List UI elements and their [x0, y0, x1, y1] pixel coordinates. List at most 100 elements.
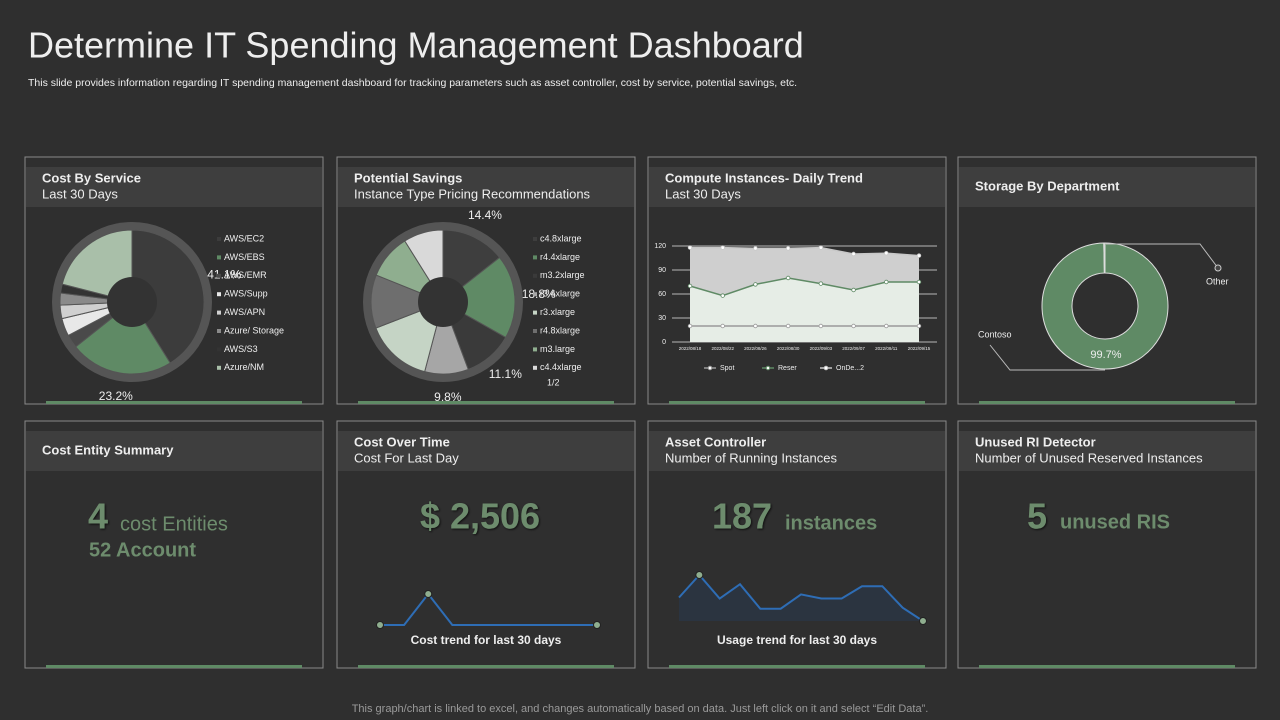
legend-swatch	[533, 292, 537, 297]
card-subtitle: Last 30 Days	[665, 186, 741, 201]
series-line	[690, 246, 920, 257]
legend-swatch	[533, 347, 537, 352]
series-point	[818, 323, 824, 329]
series-point	[916, 253, 922, 258]
series-point	[785, 323, 791, 329]
y-tick-label: 90	[658, 267, 666, 274]
card-title: Unused RI Detector	[975, 434, 1096, 449]
card-accent	[669, 665, 925, 668]
legend-marker	[707, 365, 713, 371]
series-point	[785, 246, 791, 251]
card-title: Potential Savings	[354, 170, 462, 185]
donut-label: Contoso	[978, 329, 1012, 339]
legend-label: r4.8xlarge	[540, 325, 580, 335]
series-point	[884, 279, 889, 285]
y-tick-label: 30	[658, 315, 666, 322]
series-point	[753, 246, 758, 251]
card-subtitle: Cost For Last Day	[354, 450, 459, 465]
x-tick-label: 2022/09/03	[810, 346, 833, 351]
series-point	[884, 250, 889, 256]
card-accent	[46, 401, 302, 404]
series-point	[687, 283, 693, 289]
legend-swatch	[217, 365, 221, 370]
series-point	[720, 245, 725, 250]
card-subtitle: Number of Running Instances	[665, 450, 837, 465]
spark-point	[593, 621, 601, 629]
leader-line	[989, 344, 1105, 371]
series-point	[818, 281, 824, 286]
spark-point	[376, 621, 384, 629]
series-line	[689, 277, 919, 297]
stat-value: $ 2,506	[420, 496, 540, 537]
card-header	[649, 167, 945, 207]
series-point	[851, 251, 856, 257]
series-point	[753, 323, 758, 329]
series-point	[687, 323, 693, 329]
stat-line: 52 Account	[89, 539, 196, 561]
slice-label: 23.2%	[99, 389, 133, 403]
card-header	[959, 167, 1255, 207]
legend-swatch	[217, 273, 221, 278]
legend-label: AWS/EBS	[224, 252, 265, 262]
card-accent	[979, 665, 1235, 668]
spark-point	[919, 617, 927, 625]
pie-slice	[61, 229, 133, 303]
donut-slice	[1041, 242, 1169, 370]
card-title: Cost Entity Summary	[42, 442, 174, 457]
slice-label: 9.8%	[434, 390, 462, 404]
legend-swatch	[217, 347, 221, 352]
slice-label: 11.1%	[489, 367, 522, 381]
stat-value: 4	[88, 496, 108, 537]
card-accent	[46, 665, 302, 668]
card-title: Storage By Department	[975, 178, 1120, 193]
legend-label: c4.8xlarge	[540, 233, 582, 243]
legend-label: r3.xlarge	[540, 307, 575, 317]
spark-point	[695, 571, 704, 579]
x-tick-label: 2022/09/11	[875, 346, 898, 351]
donut-slice	[1103, 242, 1106, 274]
legend-swatch	[217, 329, 221, 333]
page-subtitle: This slide provides information regardin…	[28, 77, 797, 89]
legend-swatch	[533, 273, 537, 278]
x-tick-label: 2022/09/07	[842, 346, 865, 351]
spark-line	[678, 573, 924, 622]
donut-value-label: 99.7%	[1090, 349, 1121, 361]
slice-label: 41.1%	[207, 268, 241, 282]
series-point	[916, 323, 922, 329]
legend-label: r3.4xlarge	[540, 289, 580, 299]
stat-unit: unused RIS	[1060, 511, 1170, 533]
x-tick-label: 2022/08/18	[679, 346, 702, 351]
pie-slice	[131, 229, 205, 364]
x-tick-label: 2022/09/15	[908, 346, 931, 351]
series-point	[720, 293, 725, 298]
legend-swatch	[533, 310, 537, 315]
legend-label: m3.2xlarge	[540, 270, 585, 280]
x-tick-label: 2022/08/22	[711, 346, 734, 351]
stat-value: 187	[712, 496, 772, 537]
legend-label: AWS/EMR	[224, 270, 267, 280]
slice-label: 18.8%	[522, 287, 556, 301]
card-accent	[358, 401, 614, 404]
trend-caption: Cost trend for last 30 days	[411, 633, 562, 647]
legend-label: OnDe...2	[836, 365, 864, 372]
donut-label: Other	[1206, 276, 1229, 286]
legend-label: Spot	[720, 365, 734, 372]
y-tick-label: 60	[658, 291, 666, 298]
series-point	[851, 287, 856, 293]
card-title: Asset Controller	[665, 434, 766, 449]
series-point	[753, 282, 758, 287]
legend-marker	[765, 365, 771, 371]
page-title: Determine IT Spending Management Dashboa…	[28, 25, 804, 66]
series-area	[690, 326, 919, 342]
legend-label: AWS/S3	[224, 344, 258, 354]
trend-caption: Usage trend for last 30 days	[717, 633, 877, 647]
card-accent	[979, 401, 1235, 404]
legend-swatch	[533, 237, 537, 241]
legend-label: Azure/NM	[224, 362, 264, 372]
legend-label: AWS/APN	[224, 307, 265, 317]
stat-value: 5	[1027, 496, 1047, 537]
card-subtitle: Instance Type Pricing Recommendations	[354, 186, 591, 201]
card-accent	[669, 401, 925, 404]
card-header	[26, 167, 322, 207]
